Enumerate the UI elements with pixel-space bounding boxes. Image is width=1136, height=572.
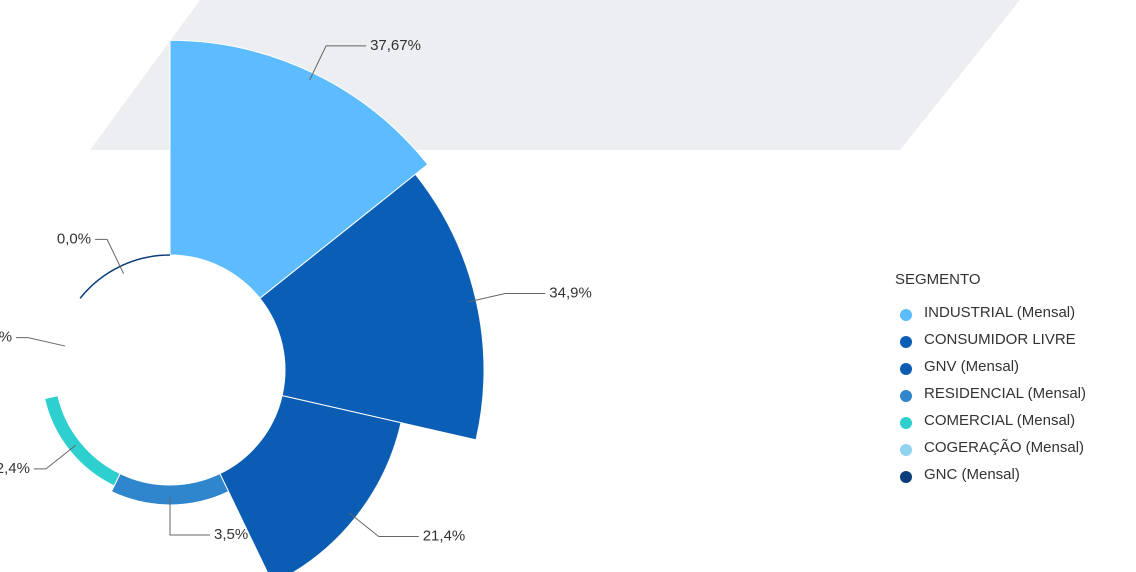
legend-marker — [900, 444, 912, 456]
legend-label: RESIDENCIAL (Mensal) — [924, 385, 1086, 402]
data-label: 2,4% — [0, 460, 30, 477]
leader-line — [33, 444, 76, 470]
leader-line — [309, 45, 367, 81]
leader-line — [95, 238, 125, 274]
leader-line — [348, 512, 419, 537]
legend-label: INDUSTRIAL (Mensal) — [924, 304, 1075, 321]
leader-line — [468, 292, 546, 303]
wedge — [259, 173, 485, 441]
data-label: 3,5% — [214, 526, 248, 543]
legend-label: CONSUMIDOR LIVRE — [924, 331, 1076, 348]
wedge — [219, 394, 402, 572]
legend-marker — [900, 309, 912, 321]
legend-label: COGERAÇÃO (Mensal) — [924, 439, 1084, 456]
legend-label: GNC (Mensal) — [924, 466, 1020, 483]
legend-title: SEGMENTO — [895, 271, 981, 288]
legend-label: GNV (Mensal) — [924, 358, 1019, 375]
wedge — [53, 297, 81, 397]
leader-line — [16, 337, 66, 347]
data-label: 37,67% — [370, 37, 421, 54]
wedge — [169, 39, 429, 300]
data-label: 21,4% — [423, 527, 466, 544]
wedge — [79, 254, 171, 299]
legend-marker — [900, 417, 912, 429]
data-label: 0,0% — [57, 230, 91, 247]
legend-marker — [900, 336, 912, 348]
legend-marker — [900, 390, 912, 402]
legend-marker — [900, 471, 912, 483]
wedge — [43, 394, 121, 487]
legend-marker — [900, 363, 912, 375]
data-label: 0,1% — [0, 329, 12, 346]
legend-label: COMERCIAL (Mensal) — [924, 412, 1075, 429]
data-label: 34,9% — [549, 284, 592, 301]
leader-line — [169, 496, 210, 536]
